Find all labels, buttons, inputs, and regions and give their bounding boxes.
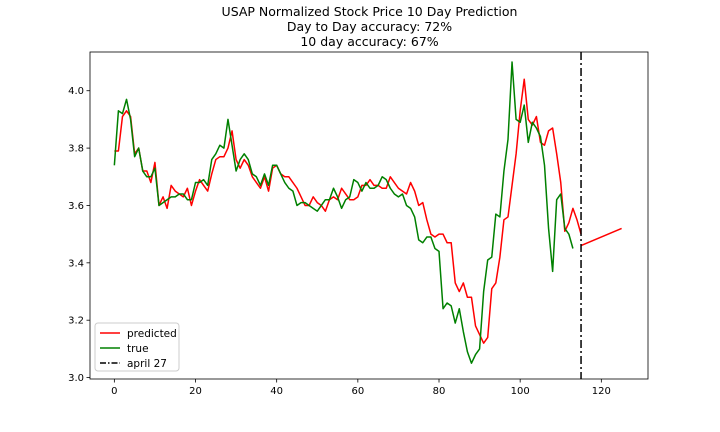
legend-label-predicted: predicted	[127, 328, 177, 340]
projection-line-predicted	[580, 227, 622, 247]
x-tick-label: 0	[111, 386, 117, 397]
plot-frame	[89, 51, 649, 380]
legend-label-april-27: april 27	[127, 358, 167, 370]
chart-subtitle-day-accuracy: Day to Day accuracy: 72%	[287, 19, 452, 34]
chart-title-line: USAP Normalized Stock Price 10 Day Predi…	[222, 4, 518, 19]
series-line-true	[113, 61, 574, 364]
x-tick-label: 40	[270, 386, 283, 397]
x-tick-label: 100	[511, 386, 530, 397]
x-axis: 0 20 40 60 80 100 120	[111, 379, 611, 397]
y-tick-label: 4.0	[68, 86, 84, 97]
y-tick-label: 3.8	[68, 144, 84, 155]
legend: predicted true april 27	[94, 322, 180, 372]
chart-subtitle-ten-day-accuracy: 10 day accuracy: 67%	[300, 34, 438, 49]
chart-title: USAP Normalized Stock Price 10 Day Predi…	[222, 4, 518, 49]
x-tick-label: 20	[189, 386, 202, 397]
x-tick-label: 60	[351, 386, 364, 397]
x-tick-label: 120	[592, 386, 611, 397]
y-tick-label: 3.6	[68, 201, 84, 212]
y-tick-label: 3.4	[68, 258, 84, 269]
legend-box	[94, 322, 180, 372]
legend-label-true: true	[127, 343, 149, 355]
plot-area	[90, 52, 648, 379]
y-tick-label: 3.0	[68, 373, 84, 384]
x-tick-label: 80	[433, 386, 446, 397]
y-axis: 3.0 3.2 3.4 3.6 3.8 4.0	[68, 86, 90, 384]
y-tick-label: 3.2	[68, 316, 84, 327]
series-line-predicted	[114, 78, 582, 344]
series-layer	[113, 52, 622, 379]
